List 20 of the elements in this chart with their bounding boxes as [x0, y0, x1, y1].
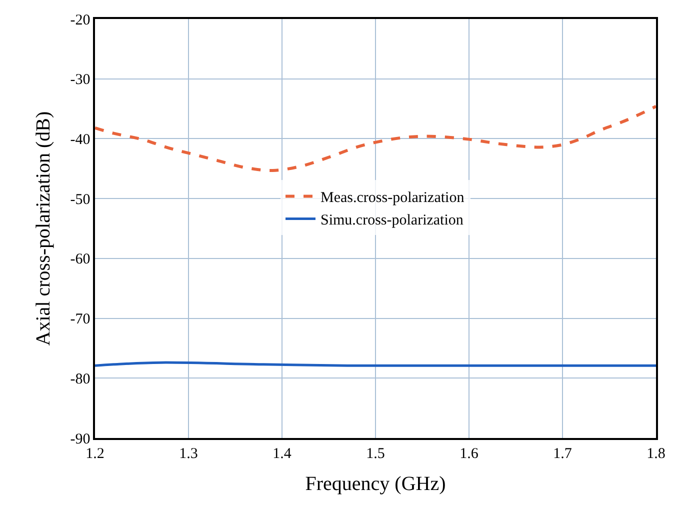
- y-tick-label: -90: [70, 431, 90, 448]
- x-tick-label: 1.3: [179, 446, 198, 462]
- y-tick-label: -40: [70, 132, 90, 148]
- line-series: [95, 104, 656, 172]
- x-tick-label: 1.8: [646, 446, 666, 462]
- y-tick-label: -30: [70, 72, 90, 88]
- y-tick-label: -50: [70, 192, 90, 208]
- x-tick-label: 1.7: [553, 446, 572, 462]
- x-tick-label: 1.5: [366, 446, 385, 462]
- x-tick-label: 1.4: [272, 446, 292, 462]
- y-tick-label: -80: [70, 371, 90, 388]
- y-tick-label: -20: [70, 12, 90, 28]
- y-tick-label: -60: [70, 252, 90, 268]
- y-axis-title: Axial cross-polarization (dB): [32, 111, 54, 346]
- legend-label: Meas.cross-polarization: [320, 190, 465, 206]
- x-axis-title: Frequency (GHz): [305, 472, 446, 495]
- legend-label: Simu.cross-polarization: [320, 212, 464, 229]
- x-tick-label: 1.6: [460, 446, 479, 462]
- y-tick-label: -70: [70, 312, 90, 328]
- x-tick-label: 1.2: [86, 446, 104, 462]
